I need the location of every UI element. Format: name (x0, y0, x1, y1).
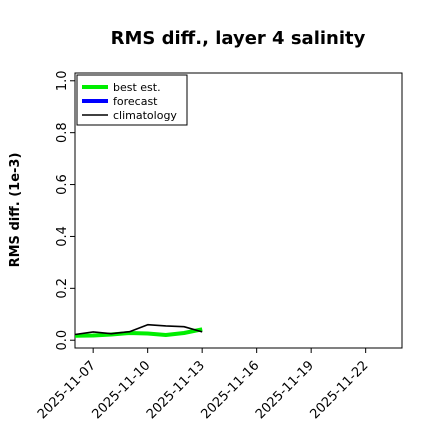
y-tick-label: 0.2 (55, 278, 70, 299)
y-tick-label: 1.0 (55, 70, 70, 91)
x-tick-label: 2025-11-22 (307, 358, 371, 422)
y-tick-label: 0.4 (55, 226, 70, 247)
chart-title: RMS diff., layer 4 salinity (111, 28, 366, 49)
series-lines (74, 323, 203, 338)
series-line (74, 323, 203, 336)
plot-frame (74, 72, 403, 349)
x-axis: 2025-11-072025-11-102025-11-132025-11-16… (35, 348, 371, 422)
legend-label: climatology (113, 109, 177, 122)
legend-label: forecast (113, 95, 158, 108)
y-axis-label: RMS diff. (1e-3) (8, 153, 23, 268)
y-tick-label: 0.8 (55, 122, 70, 143)
series-line (74, 327, 203, 338)
y-tick-label: 0.6 (55, 174, 70, 195)
legend-label: best est. (113, 81, 161, 94)
y-tick-label: 0.0 (55, 330, 70, 351)
y-axis: 0.0 0.2 0.4 0.6 0.8 1.0 (55, 70, 75, 351)
